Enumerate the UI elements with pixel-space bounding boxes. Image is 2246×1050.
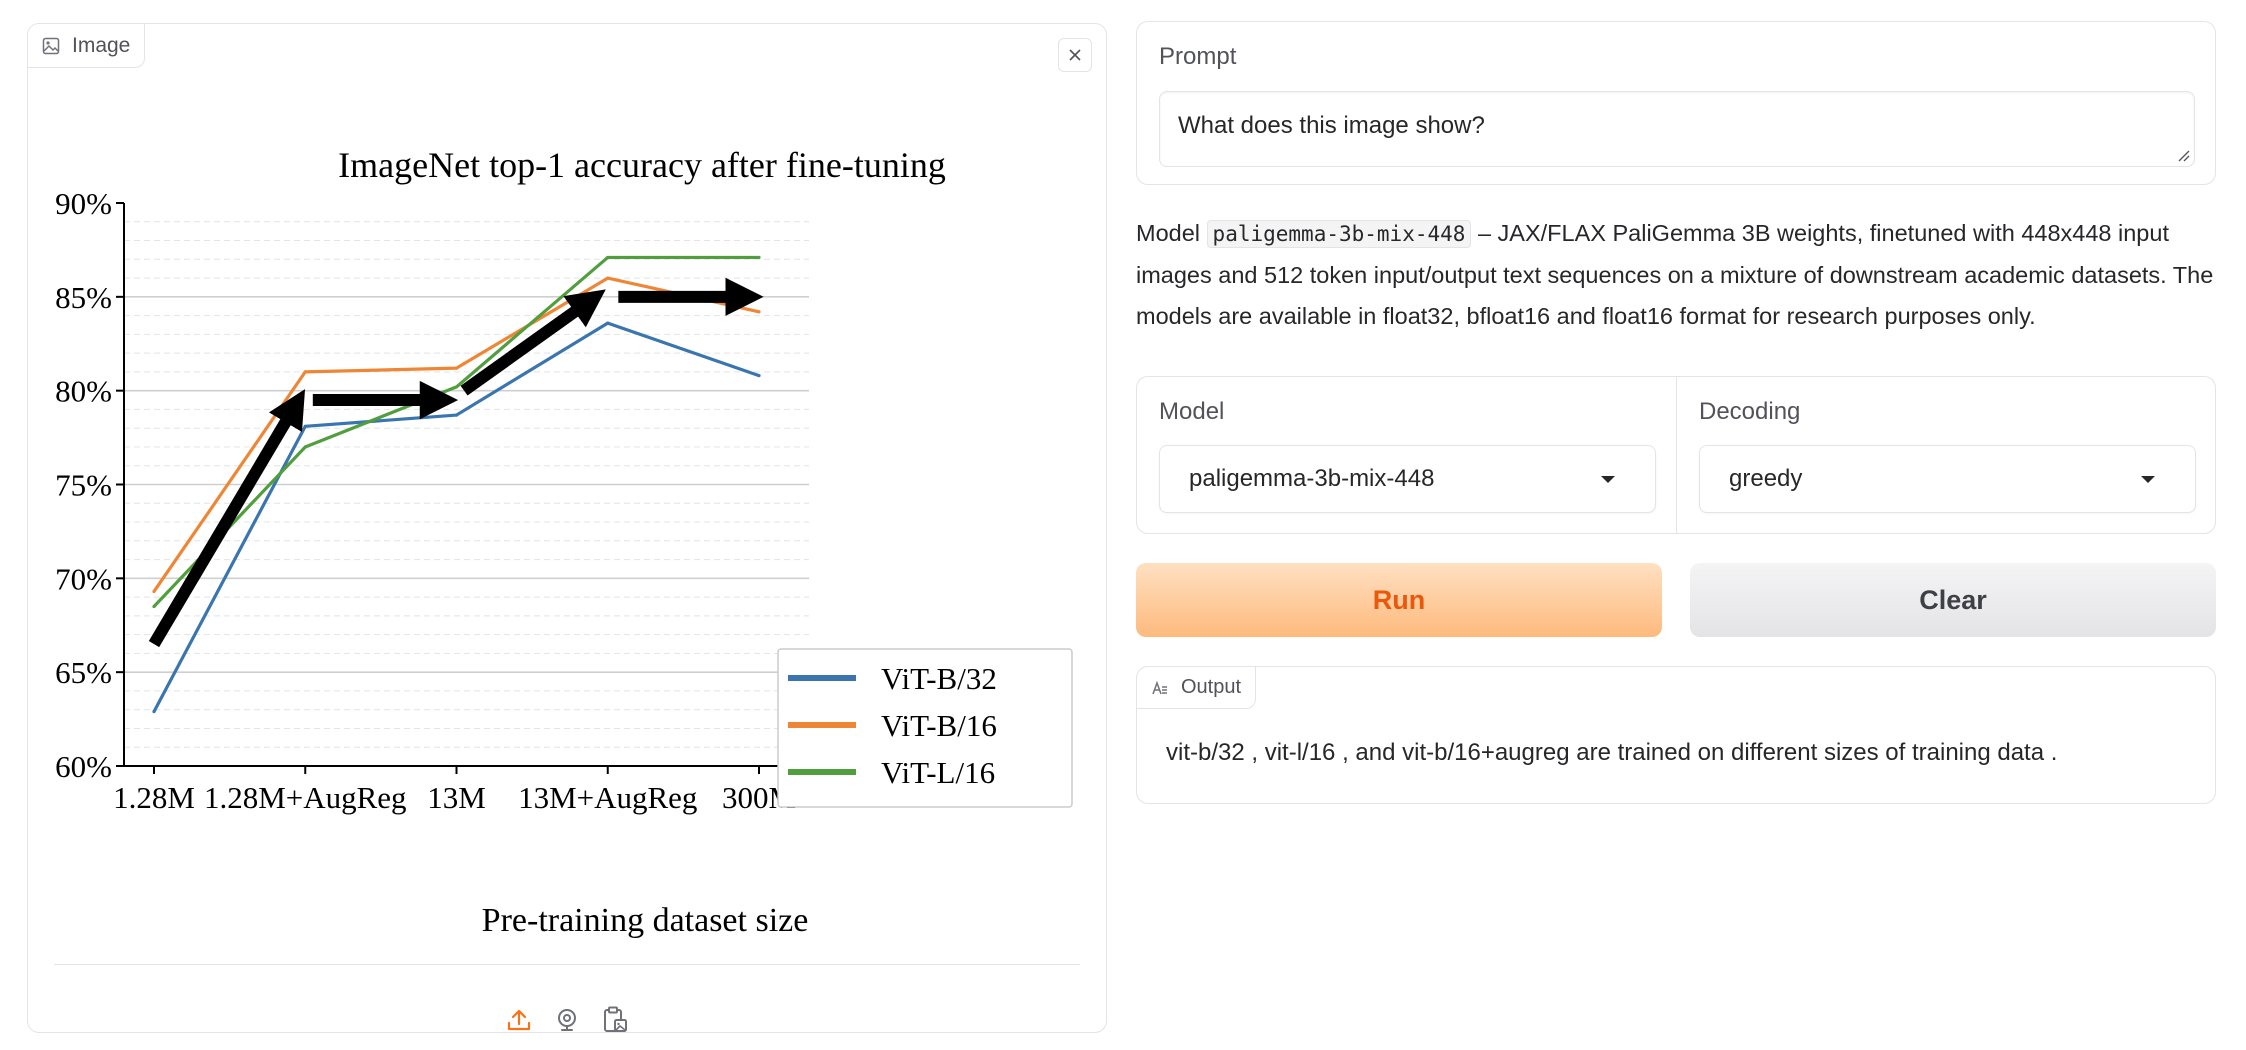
image-icon <box>42 37 60 54</box>
chevron-down-icon <box>1601 476 1615 483</box>
chart-x-axis-label: Pre-training dataset size <box>482 902 809 939</box>
chart-title: ImageNet top-1 accuracy after fine-tunin… <box>338 145 946 185</box>
prompt-value: What does this image show? <box>1178 112 1485 139</box>
y-tick-label: 85% <box>55 280 112 315</box>
prompt-label: Prompt <box>1159 43 1237 70</box>
data-point <box>454 366 459 370</box>
data-point <box>303 445 307 449</box>
data-point <box>606 255 610 260</box>
series-line-vit-b-16 <box>152 276 760 593</box>
data-point <box>757 374 761 378</box>
y-tick-label: 75% <box>55 468 112 503</box>
settings-block: Model paligemma-3b-mix-448 Decoding gree… <box>1136 376 2216 534</box>
trend-arrow <box>460 289 606 396</box>
description-text: – JAX/FLAX PaliGemma 3B weights, finetun… <box>1136 220 2214 329</box>
chart-legend <box>777 648 1073 808</box>
y-tick-label: 60% <box>55 749 112 784</box>
y-tick-label: 70% <box>55 561 112 596</box>
data-point <box>152 589 156 594</box>
data-point <box>606 276 610 280</box>
webcam-icon <box>558 1009 576 1031</box>
legend-label: ViT-B/32 <box>881 661 997 696</box>
image-label: Image <box>72 33 131 57</box>
resize-grip-icon[interactable] <box>2176 148 2190 162</box>
upload-button[interactable] <box>504 1004 534 1036</box>
run-button[interactable]: Run <box>1136 563 1662 637</box>
data-point <box>303 370 307 374</box>
model-dropdown-value: paligemma-3b-mix-448 <box>1189 465 1435 492</box>
prompt-block: Prompt What does this image show? <box>1136 21 2216 185</box>
data-point <box>152 709 156 714</box>
y-tick-label: 65% <box>55 655 112 690</box>
clear-button[interactable]: Clear <box>1690 563 2216 637</box>
legend-label: ViT-B/16 <box>881 708 997 743</box>
image-source-toolbar <box>28 1004 1106 1036</box>
model-description: Model paligemma-3b-mix-448 – JAX/FLAX Pa… <box>1136 213 2218 337</box>
output-label: Output <box>1181 676 1242 698</box>
upload-icon <box>507 1009 531 1031</box>
series-line-vit-l-16 <box>152 255 759 608</box>
output-label-badge: Output <box>1137 667 1257 709</box>
clear-image-button[interactable] <box>1058 38 1092 72</box>
trend-arrow <box>148 389 306 648</box>
y-tick-label: 80% <box>55 374 112 409</box>
close-icon <box>1069 49 1081 61</box>
image-panel: Image ImageNet top-1 accuracy after fine… <box>27 23 1107 1033</box>
x-tick-label: 13M <box>427 780 486 815</box>
data-point <box>757 255 761 260</box>
webcam-button[interactable] <box>552 1004 582 1036</box>
output-text: vit-b/32 , vit-l/16 , and vit-b/16+augre… <box>1166 739 2058 766</box>
data-point <box>454 385 459 389</box>
image-label-badge: Image <box>28 24 146 68</box>
clipboard-icon <box>604 1006 627 1032</box>
data-point <box>454 413 459 417</box>
data-point <box>757 310 761 314</box>
data-point <box>606 321 610 325</box>
model-code: paligemma-3b-mix-448 <box>1206 220 1472 248</box>
chevron-down-icon <box>2141 476 2155 483</box>
settings-divider <box>1676 377 1677 533</box>
decoding-label: Decoding <box>1699 398 1801 425</box>
panel-divider <box>54 964 1080 965</box>
description-prefix: Model <box>1136 220 1207 246</box>
prompt-textarea[interactable]: What does this image show? <box>1159 91 2195 167</box>
legend-label: ViT-L/16 <box>881 755 995 790</box>
decoding-dropdown[interactable]: greedy <box>1699 445 2196 513</box>
paste-clipboard-button[interactable] <box>600 1004 630 1036</box>
data-point <box>303 424 307 428</box>
accuracy-line-chart: ImageNet top-1 accuracy after fine-tunin… <box>55 145 1073 939</box>
model-label: Model <box>1159 398 1225 425</box>
data-point <box>152 604 156 609</box>
x-tick-label: 1.28M <box>113 780 195 815</box>
output-text-icon <box>1152 680 1167 694</box>
y-tick-label: 90% <box>55 186 112 221</box>
model-dropdown[interactable]: paligemma-3b-mix-448 <box>1159 445 1656 513</box>
x-tick-label: 13M+AugReg <box>518 780 697 815</box>
decoding-dropdown-value: greedy <box>1729 465 1803 492</box>
x-tick-label: 1.28M+AugReg <box>204 780 407 815</box>
output-block: Output vit-b/32 , vit-l/16 , and vit-b/1… <box>1136 666 2216 804</box>
chart-image: ImageNet top-1 accuracy after fine-tunin… <box>46 134 1108 954</box>
